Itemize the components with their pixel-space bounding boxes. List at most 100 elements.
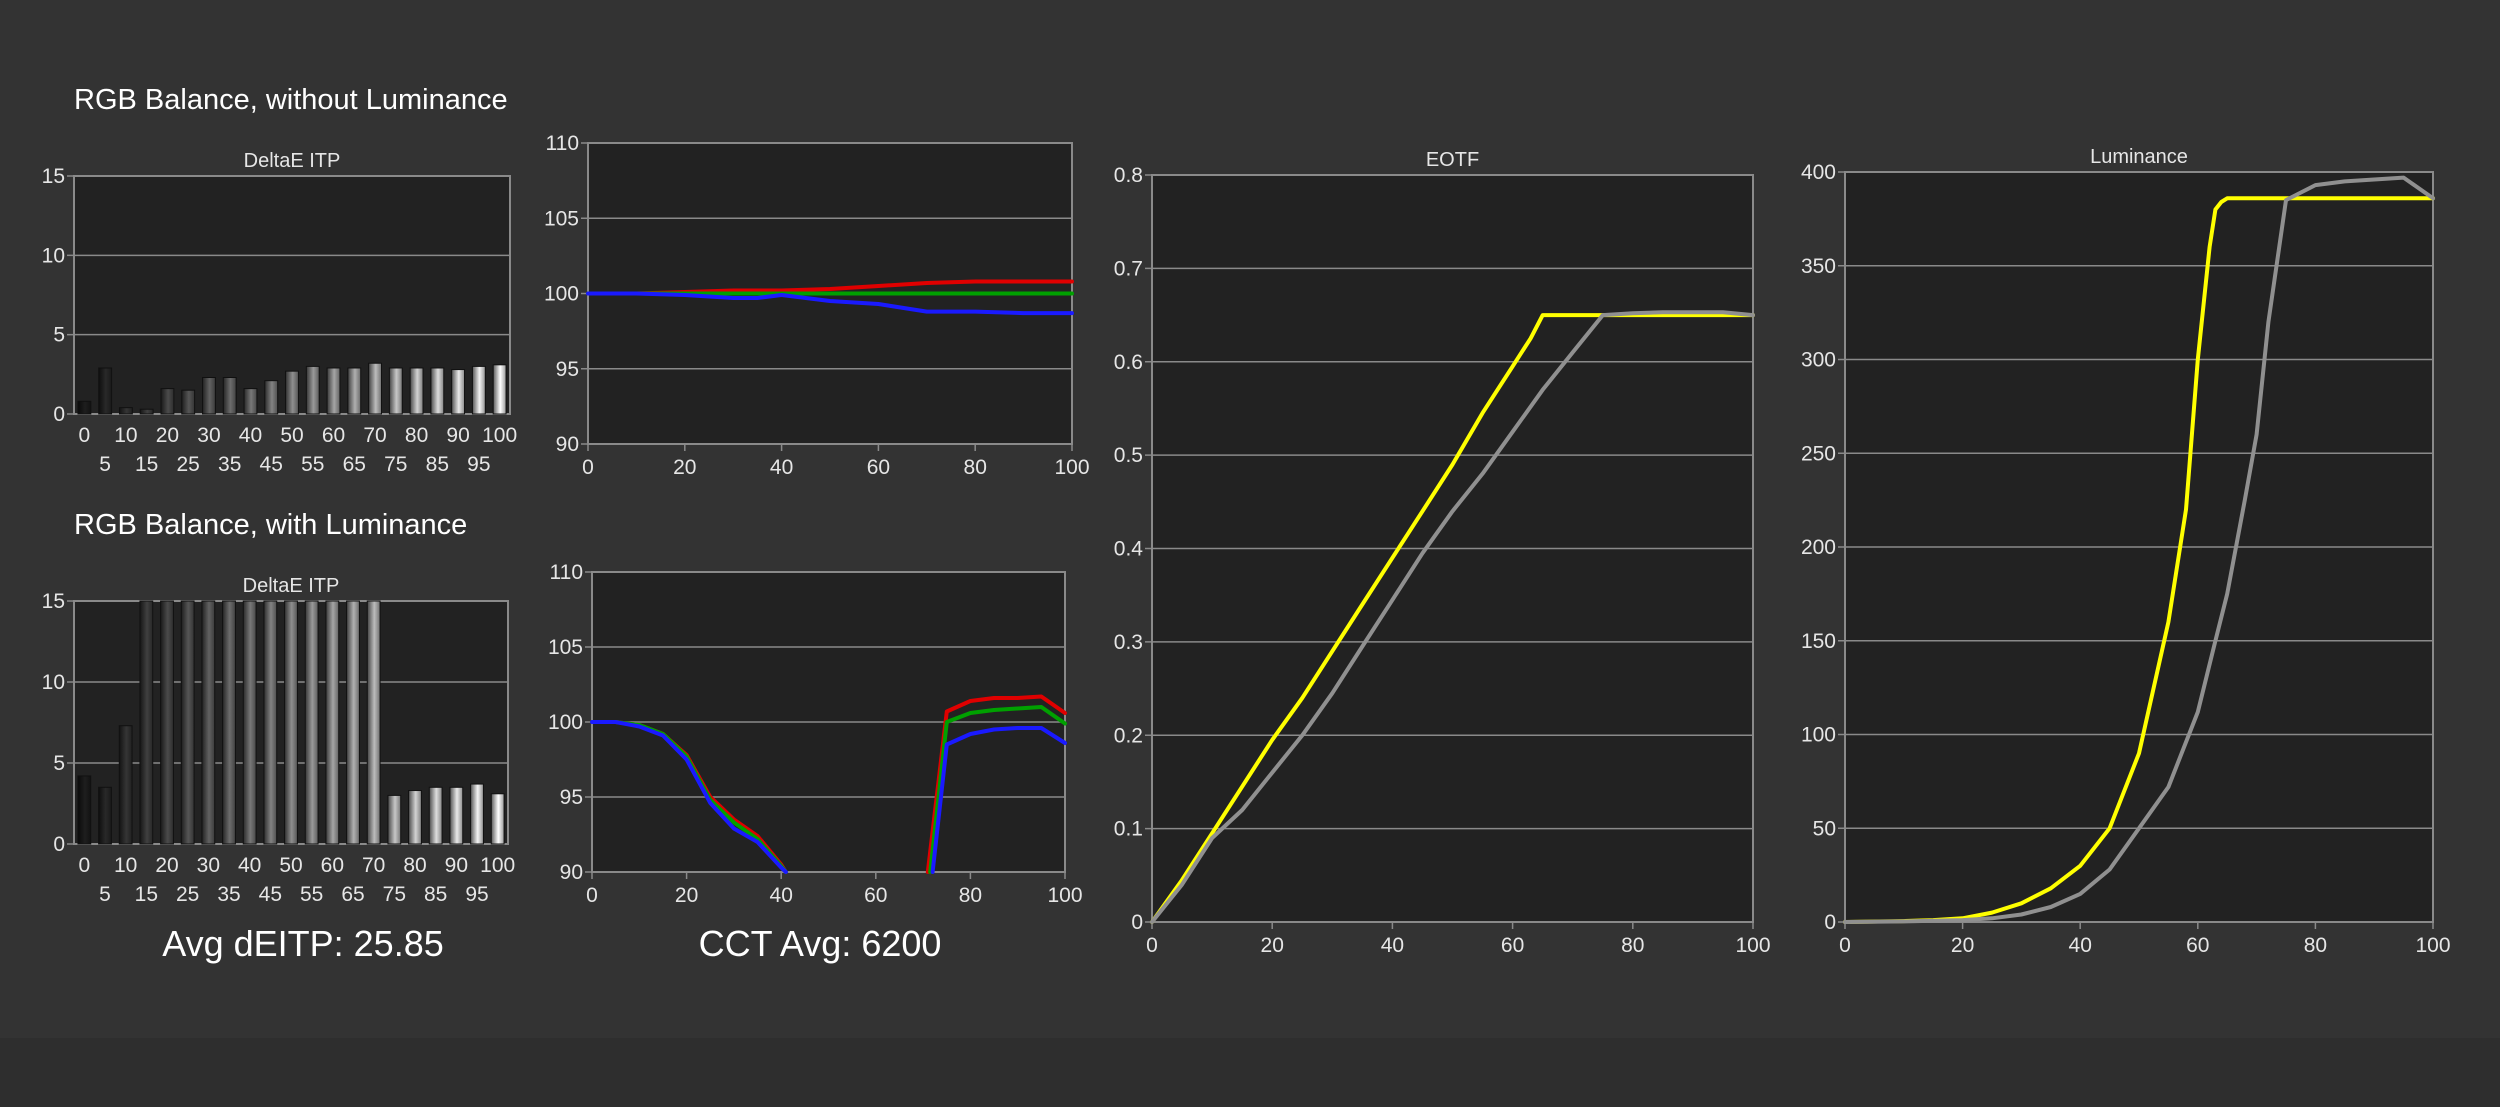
- bar-30: [202, 377, 216, 415]
- red-series-line: [590, 720, 788, 874]
- y-tick-label: 15: [42, 590, 65, 613]
- plot-area: [1151, 174, 1754, 923]
- bar-85: [428, 786, 443, 845]
- x-tick-label: 85: [426, 453, 449, 476]
- blue-series-line: [586, 291, 1074, 316]
- bar-5: [98, 786, 112, 845]
- x-tick-label: 100: [1054, 456, 1089, 479]
- x-tick-label: 100: [1735, 934, 1770, 957]
- x-tick-label: 5: [99, 453, 111, 476]
- x-tick-label: 40: [238, 854, 261, 877]
- bar-15: [139, 408, 154, 415]
- y-tick-label: 90: [560, 861, 583, 884]
- x-tick-label: 40: [239, 424, 262, 447]
- x-tick-label: 30: [197, 854, 220, 877]
- x-tick-label: 50: [280, 424, 303, 447]
- x-tick-label: 80: [403, 854, 426, 877]
- green-series-line: [590, 720, 788, 874]
- x-tick-label: 95: [467, 453, 490, 476]
- x-tick-label: 40: [1381, 934, 1404, 957]
- y-tick-label: 0.8: [1114, 164, 1143, 187]
- red-series-line: [925, 694, 1067, 874]
- y-tick-label: 90: [556, 433, 579, 456]
- bar-40: [243, 388, 258, 415]
- bar-20: [160, 600, 174, 845]
- x-tick-label: 60: [321, 854, 344, 877]
- x-tick-label: 35: [217, 883, 240, 906]
- yellow-series-line: [1843, 196, 2435, 924]
- x-tick-label: 10: [114, 424, 137, 447]
- x-tick-label: 55: [301, 453, 324, 476]
- red-series-line: [586, 279, 1074, 296]
- x-tick-label: 65: [341, 883, 364, 906]
- y-tick-label: 105: [548, 636, 583, 659]
- y-tick-label: 300: [1801, 349, 1836, 372]
- y-tick-label: 400: [1801, 161, 1836, 184]
- bar-40: [242, 600, 257, 845]
- x-tick-label: 35: [218, 453, 241, 476]
- y-tick-label: 105: [544, 207, 579, 230]
- x-tick-label: 25: [177, 453, 200, 476]
- x-tick-label: 65: [343, 453, 366, 476]
- x-tick-label: 75: [384, 453, 407, 476]
- bar-15: [139, 600, 154, 845]
- y-tick-label: 10: [42, 671, 65, 694]
- x-tick-label: 80: [964, 456, 987, 479]
- chart-title: EOTF: [1426, 149, 1479, 171]
- bar-20: [160, 388, 175, 415]
- x-tick-label: 60: [1501, 934, 1524, 957]
- x-tick-label: 0: [582, 456, 594, 479]
- blue-series-line: [590, 720, 788, 874]
- bar-75: [388, 367, 403, 415]
- x-tick-label: 50: [279, 854, 302, 877]
- y-tick-label: 100: [548, 711, 583, 734]
- y-tick-label: 0: [53, 833, 65, 856]
- x-tick-label: 0: [1146, 934, 1158, 957]
- x-tick-label: 20: [1261, 934, 1284, 957]
- x-tick-label: 20: [156, 424, 179, 447]
- section-title-with-luminance: RGB Balance, with Luminance: [74, 509, 468, 541]
- bar-25: [181, 389, 196, 415]
- y-tick-label: 0.5: [1114, 444, 1143, 467]
- bottom-band: [0, 1038, 2500, 1107]
- x-tick-label: 40: [770, 884, 793, 907]
- gray-series-line: [1150, 310, 1755, 924]
- x-tick-label: 70: [362, 854, 385, 877]
- bar-45: [263, 600, 278, 845]
- cct-avg-stat: CCT Avg: 6200: [698, 923, 942, 964]
- x-tick-label: 100: [480, 854, 515, 877]
- x-tick-label: 0: [78, 854, 90, 877]
- y-tick-label: 0.6: [1114, 351, 1143, 374]
- bar-5: [98, 367, 113, 415]
- plot-area: [1844, 171, 2434, 923]
- bar-45: [264, 380, 279, 415]
- chart-title: DeltaE ITP: [243, 575, 340, 597]
- bar-65: [346, 600, 360, 845]
- y-tick-label: 10: [42, 244, 65, 267]
- x-tick-label: 75: [383, 883, 406, 906]
- y-tick-label: 200: [1801, 536, 1836, 559]
- x-tick-label: 60: [2186, 934, 2209, 957]
- x-tick-label: 60: [867, 456, 890, 479]
- bar-25: [180, 600, 195, 845]
- y-tick-label: 250: [1801, 442, 1836, 465]
- x-tick-label: 60: [322, 424, 345, 447]
- bar-90: [449, 786, 464, 845]
- y-tick-label: 50: [1813, 817, 1836, 840]
- x-tick-label: 10: [114, 854, 137, 877]
- gray-series-line: [1843, 175, 2435, 924]
- bar-95: [471, 365, 486, 415]
- bar-90: [451, 369, 466, 415]
- x-tick-label: 40: [770, 456, 793, 479]
- plot-area: [587, 142, 1073, 445]
- bar-55: [305, 365, 320, 415]
- bar-95: [470, 783, 484, 845]
- x-tick-label: 20: [675, 884, 698, 907]
- y-tick-label: 95: [556, 358, 579, 381]
- bar-50: [284, 600, 298, 845]
- x-tick-label: 90: [446, 424, 469, 447]
- bar-60: [326, 367, 341, 415]
- x-tick-label: 80: [959, 884, 982, 907]
- y-tick-label: 0.7: [1114, 257, 1143, 280]
- y-tick-label: 0.1: [1114, 818, 1143, 841]
